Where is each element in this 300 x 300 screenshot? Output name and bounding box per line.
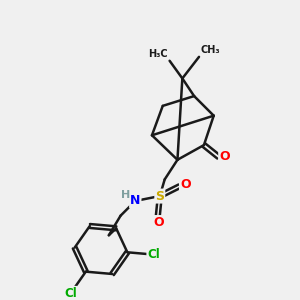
- Text: H₃C: H₃C: [148, 49, 168, 59]
- Text: O: O: [154, 216, 164, 229]
- Text: H: H: [121, 190, 130, 200]
- Text: Cl: Cl: [147, 248, 160, 261]
- Text: CH₃: CH₃: [201, 45, 220, 55]
- Text: S: S: [155, 190, 164, 202]
- Text: Cl: Cl: [64, 287, 77, 300]
- Text: N: N: [130, 194, 140, 208]
- Text: O: O: [180, 178, 190, 191]
- Text: O: O: [219, 150, 230, 163]
